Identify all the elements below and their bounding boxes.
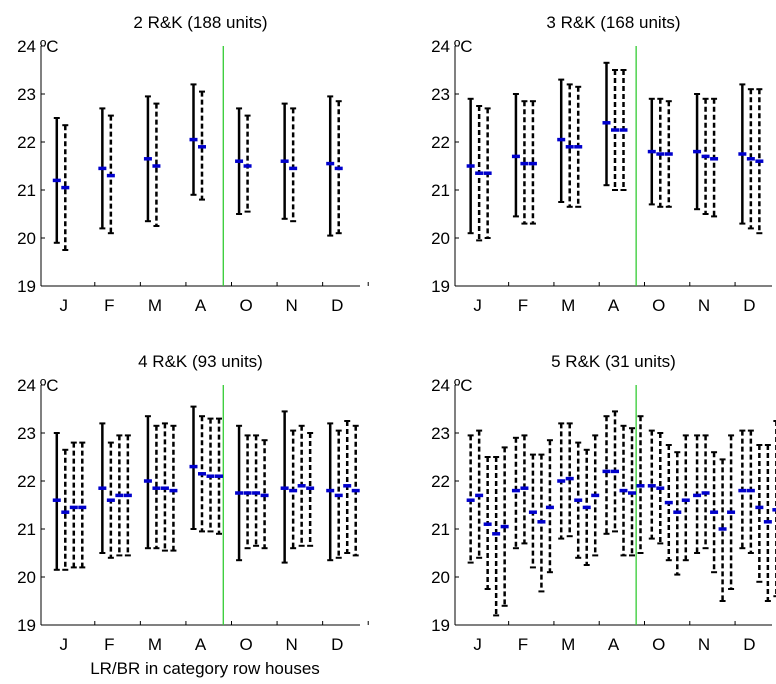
x-tick-label: D xyxy=(743,635,755,654)
x-tick-label: A xyxy=(608,296,620,315)
panel-title: 4 R&K (93 units) xyxy=(138,352,263,371)
x-tick-label: A xyxy=(195,635,207,654)
x-tick-label: F xyxy=(104,296,114,315)
x-tick-label: N xyxy=(286,296,298,315)
x-tick-label: O xyxy=(239,635,252,654)
x-tick-label: J xyxy=(60,635,69,654)
unit-label: ºC xyxy=(40,37,59,56)
x-tick-label: M xyxy=(148,296,162,315)
panel-title: 3 R&K (168 units) xyxy=(546,13,680,32)
x-tick-label: A xyxy=(195,296,207,315)
y-tick-label: 23 xyxy=(17,424,36,443)
y-tick-label: 19 xyxy=(431,277,450,296)
x-tick-label: F xyxy=(104,635,114,654)
unit-label: ºC xyxy=(454,37,473,56)
y-tick-label: 20 xyxy=(431,568,450,587)
x-tick-label: D xyxy=(331,635,343,654)
x-tick-label: D xyxy=(331,296,343,315)
y-tick-label: 20 xyxy=(17,229,36,248)
x-tick-label: F xyxy=(518,296,528,315)
x-tick-label: O xyxy=(652,296,665,315)
y-tick-label: 19 xyxy=(17,277,36,296)
x-tick-label: J xyxy=(473,296,482,315)
y-tick-label: 22 xyxy=(17,133,36,152)
chart-panel-3: 4 R&K (93 units) ºC 19 20 21 22 23 24 J F M A O N D xyxy=(17,352,369,654)
chart-panel-4: 5 R&K (31 units) ºC 19 20 21 22 23 24 J F M A O N D xyxy=(431,352,776,654)
chart-panel-2: 3 R&K (168 units) ºC 19 20 21 22 23 24 J F M A O N D xyxy=(431,13,772,315)
unit-label: ºC xyxy=(454,376,473,395)
y-tick-label: 21 xyxy=(17,520,36,539)
y-tick-label: 23 xyxy=(431,85,450,104)
y-tick-label: 19 xyxy=(17,616,36,635)
x-tick-label: J xyxy=(60,296,69,315)
y-tick-label: 24 xyxy=(431,37,450,56)
y-tick-label: 24 xyxy=(431,376,450,395)
chart-panel-1: 2 R&K (188 units) ºC 19 20 21 22 23 24 J F M A O N D xyxy=(17,13,369,315)
x-tick-label: A xyxy=(608,635,620,654)
x-tick-label: F xyxy=(518,635,528,654)
y-tick-label: 20 xyxy=(431,229,450,248)
x-tick-label: M xyxy=(561,635,575,654)
x-tick-label: J xyxy=(473,635,482,654)
y-tick-label: 24 xyxy=(17,376,36,395)
panel-title: 2 R&K (188 units) xyxy=(133,13,267,32)
y-tick-label: 21 xyxy=(431,520,450,539)
x-tick-label: N xyxy=(286,635,298,654)
y-tick-label: 21 xyxy=(431,181,450,200)
x-tick-label: N xyxy=(698,296,710,315)
x-tick-label: N xyxy=(698,635,710,654)
y-tick-label: 22 xyxy=(431,133,450,152)
y-tick-label: 24 xyxy=(17,37,36,56)
y-tick-label: 23 xyxy=(17,85,36,104)
y-tick-label: 22 xyxy=(17,472,36,491)
x-tick-label: O xyxy=(652,635,665,654)
y-tick-label: 20 xyxy=(17,568,36,587)
y-tick-label: 22 xyxy=(431,472,450,491)
x-axis-label: LR/BR in category row houses xyxy=(90,659,320,678)
panel-title: 5 R&K (31 units) xyxy=(551,352,676,371)
x-tick-label: O xyxy=(239,296,252,315)
x-tick-label: M xyxy=(561,296,575,315)
y-tick-label: 19 xyxy=(431,616,450,635)
x-tick-label: D xyxy=(743,296,755,315)
x-tick-label: M xyxy=(148,635,162,654)
y-tick-label: 21 xyxy=(17,181,36,200)
unit-label: ºC xyxy=(40,376,59,395)
y-tick-label: 23 xyxy=(431,424,450,443)
